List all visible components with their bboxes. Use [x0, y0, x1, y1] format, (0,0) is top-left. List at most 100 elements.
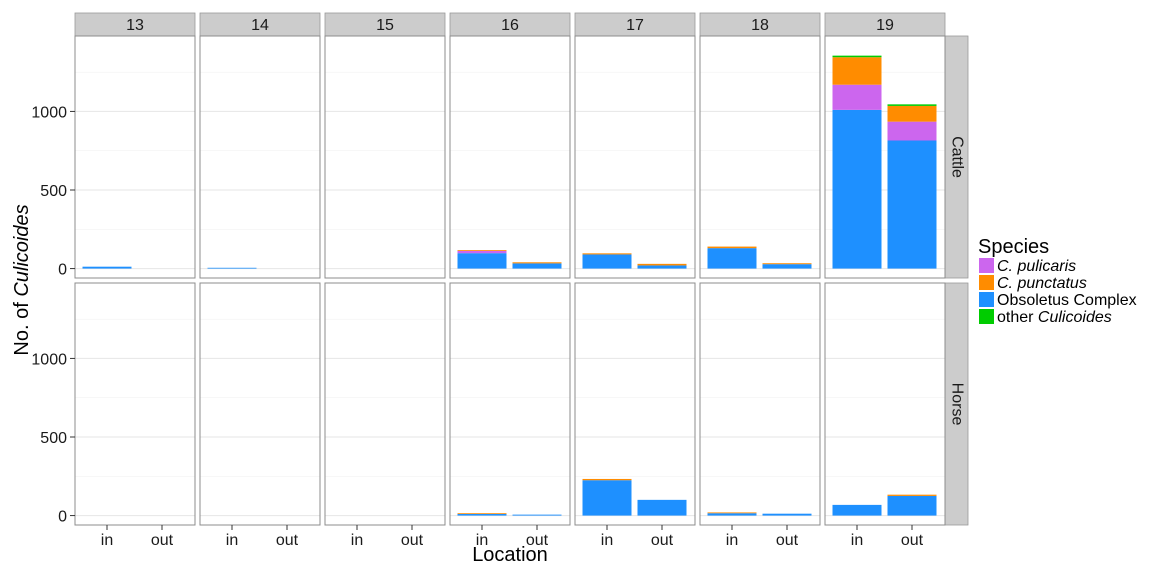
y-tick-label: 1000 — [31, 104, 67, 121]
bar-obsoletus — [82, 266, 132, 269]
bar-other — [832, 55, 882, 58]
bar-obsoletus — [887, 140, 937, 269]
bar-pulicaris — [832, 84, 882, 110]
y-tick-label: 0 — [58, 509, 67, 526]
legend-key-other — [979, 309, 994, 324]
bar-punctatus — [707, 512, 757, 514]
x-tick-label: out — [651, 532, 674, 549]
facet-row-label: Horse — [948, 383, 965, 426]
legend-key-pulicaris — [979, 258, 994, 273]
x-axis-title: Location — [472, 544, 548, 564]
panel-border — [824, 282, 946, 526]
x-tick-label: in — [476, 532, 488, 549]
bar-punctatus — [707, 246, 757, 249]
panel-background — [700, 283, 820, 525]
facet-strip-label: 14 — [251, 17, 269, 34]
facet-strip-label: 19 — [876, 17, 894, 34]
panel-background — [325, 36, 445, 278]
x-tick-label: in — [226, 532, 238, 549]
bar-other — [887, 104, 937, 106]
panel-border — [574, 282, 696, 526]
panel-border — [699, 35, 821, 279]
bar-punctatus — [512, 262, 562, 264]
bar-obsoletus — [582, 480, 632, 516]
legend-label-obsoletus: Obsoletus Complex — [997, 292, 1137, 309]
bar-obsoletus — [512, 514, 562, 516]
panel-background — [450, 36, 570, 278]
panel-background — [200, 283, 320, 525]
bar-obsoletus — [637, 499, 687, 516]
bar-obsoletus — [762, 513, 812, 516]
bar-obsoletus — [512, 263, 562, 269]
axes: 0 500 1000 0 500 1000 in out in out in out in out in ou… — [11, 104, 924, 564]
bar-obsoletus — [457, 253, 507, 269]
bar-punctatus — [887, 105, 937, 122]
x-tick-label: out — [526, 532, 549, 549]
panel-border — [74, 282, 196, 526]
bar-obsoletus — [832, 504, 882, 516]
panel-border — [199, 35, 321, 279]
panel-background — [450, 283, 570, 525]
panel-background — [575, 36, 695, 278]
bar-punctatus — [582, 478, 632, 481]
legend-label-other: other Culicoides — [997, 309, 1112, 326]
facet-strip-label: 17 — [626, 17, 644, 34]
bar-obsoletus — [887, 495, 937, 516]
legend-title: Species — [978, 236, 1049, 258]
bar-obsoletus — [637, 265, 687, 269]
x-tick-label: out — [776, 532, 799, 549]
panel-border — [449, 282, 571, 526]
panel-border — [324, 35, 446, 279]
x-tick-label: in — [726, 532, 738, 549]
facet-strip-label: 13 — [126, 17, 144, 34]
y-axis-title: No. of Culicoides — [11, 204, 33, 355]
x-tick-label: out — [401, 532, 424, 549]
facet-strip-label: 16 — [501, 17, 519, 34]
legend-label-punctatus: C. punctatus — [997, 275, 1087, 292]
legend-label-pulicaris: C. pulicaris — [997, 258, 1076, 275]
bar-punctatus — [887, 494, 937, 496]
facet-row-label: Cattle — [948, 136, 965, 178]
bar-obsoletus — [457, 513, 507, 516]
x-tick-label: in — [601, 532, 613, 549]
bar-pulicaris — [887, 121, 937, 141]
panel-border — [449, 35, 571, 279]
bar-punctatus — [762, 263, 812, 265]
facet-strip-label: 18 — [751, 17, 769, 34]
panel-background — [325, 283, 445, 525]
bar-obsoletus — [832, 109, 882, 269]
x-tick-label: out — [151, 532, 174, 549]
x-tick-label: in — [851, 532, 863, 549]
panel-background — [75, 36, 195, 278]
panel-background — [75, 283, 195, 525]
bar-obsoletus — [582, 254, 632, 269]
y-axis-title-plain: No. of — [11, 297, 33, 356]
x-tick-label: in — [351, 532, 363, 549]
bar-obsoletus — [762, 264, 812, 269]
bar-obsoletus — [707, 513, 757, 516]
bar-punctatus — [582, 253, 632, 255]
x-tick-label: out — [901, 532, 924, 549]
facet-panels: 13 14 15 16 17 18 19 Cattle Horse — [74, 12, 969, 526]
bar-obsoletus — [207, 267, 257, 269]
bar-punctatus — [457, 513, 507, 515]
panel-border — [324, 282, 446, 526]
panel-background — [200, 36, 320, 278]
facet-strip-label: 15 — [376, 17, 394, 34]
panel-border — [574, 35, 696, 279]
bar-pulicaris — [457, 250, 507, 254]
legend-key-punctatus — [979, 275, 994, 290]
bar-punctatus — [457, 250, 507, 251]
x-tick-label: out — [276, 532, 299, 549]
y-axis-title-italic: Culicoides — [11, 204, 33, 296]
bar-punctatus — [832, 57, 882, 85]
y-tick-label: 1000 — [31, 351, 67, 368]
x-tick-label: in — [101, 532, 113, 549]
y-tick-label: 500 — [40, 183, 67, 200]
legend-key-obsoletus — [979, 292, 994, 307]
y-tick-label: 0 — [58, 262, 67, 279]
bar-punctatus — [637, 263, 687, 266]
panel-border — [699, 282, 821, 526]
